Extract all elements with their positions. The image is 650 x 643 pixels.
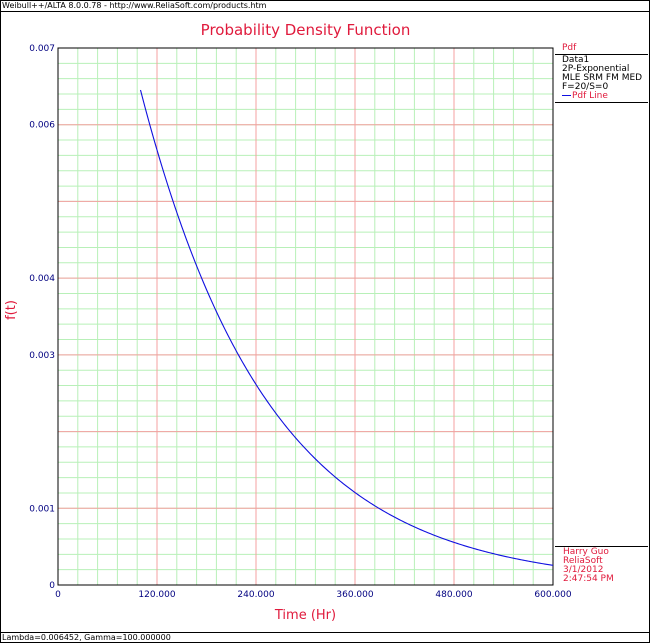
chart-tick-labels: 0 120.000 240.000 360.000 480.000 600.000 0 0.0…	[29, 44, 572, 600]
legend-line-counts: F=20/S=0	[562, 82, 609, 92]
window-footer: Lambda=0.006452, Gamma=100.000000	[2, 633, 171, 642]
x-axis-label: Time (Hr)	[274, 608, 337, 623]
y-tick-label: 0.001	[29, 504, 55, 514]
chart-title: Probability Density Function	[200, 21, 411, 39]
x-tick-label: 120.000	[138, 590, 175, 600]
chart-series	[139, 89, 554, 566]
y-tick-label: 0.006	[29, 121, 55, 131]
signature-date: 3/1/2012	[563, 565, 604, 575]
x-tick-label: 600.000	[534, 590, 571, 600]
plot-border	[57, 47, 554, 586]
legend-entry-pdf-line[interactable]: Pdf Line	[555, 92, 650, 101]
signature-panel: Harry Guo ReliaSoft 3/1/2012 2:47:54 PM	[555, 546, 650, 584]
signature-company: ReliaSoft	[563, 556, 603, 566]
legend-divider-bottom	[555, 102, 648, 103]
legend-series-label: Pdf Line	[572, 91, 608, 101]
signature-user: Harry Guo	[563, 547, 609, 557]
signature-time: 2:47:54 PM	[563, 574, 614, 584]
legend-divider	[555, 54, 648, 55]
legend-swatch-icon	[562, 95, 571, 96]
x-tick-label: 240.000	[237, 590, 274, 600]
chart-grid	[57, 47, 554, 586]
y-tick-label: 0	[49, 581, 55, 591]
signature-divider	[555, 546, 648, 547]
legend-header: Pdf	[562, 43, 577, 53]
x-tick-label: 480.000	[435, 590, 472, 600]
legend-line-distribution: 2P-Exponential	[562, 64, 630, 74]
series-line-pdf	[139, 89, 554, 566]
header-divider	[0, 11, 650, 12]
legend-line-dataset: Data1	[562, 55, 590, 65]
legend-line-method: MLE SRM FM MED	[562, 73, 643, 83]
footer-divider	[0, 632, 650, 633]
y-tick-label: 0.003	[29, 351, 55, 361]
window-header: Weibull++/ALTA 8.0.0.78 - http://www.Rel…	[2, 1, 267, 10]
y-tick-label: 0.004	[29, 274, 55, 284]
y-tick-label: 0.007	[29, 44, 55, 54]
chart-axes	[57, 47, 554, 586]
x-tick-label: 0	[55, 590, 61, 600]
x-tick-label: 360.000	[336, 590, 373, 600]
legend-panel: Pdf Data1 2P-Exponential MLE SRM FM MED …	[555, 44, 650, 103]
